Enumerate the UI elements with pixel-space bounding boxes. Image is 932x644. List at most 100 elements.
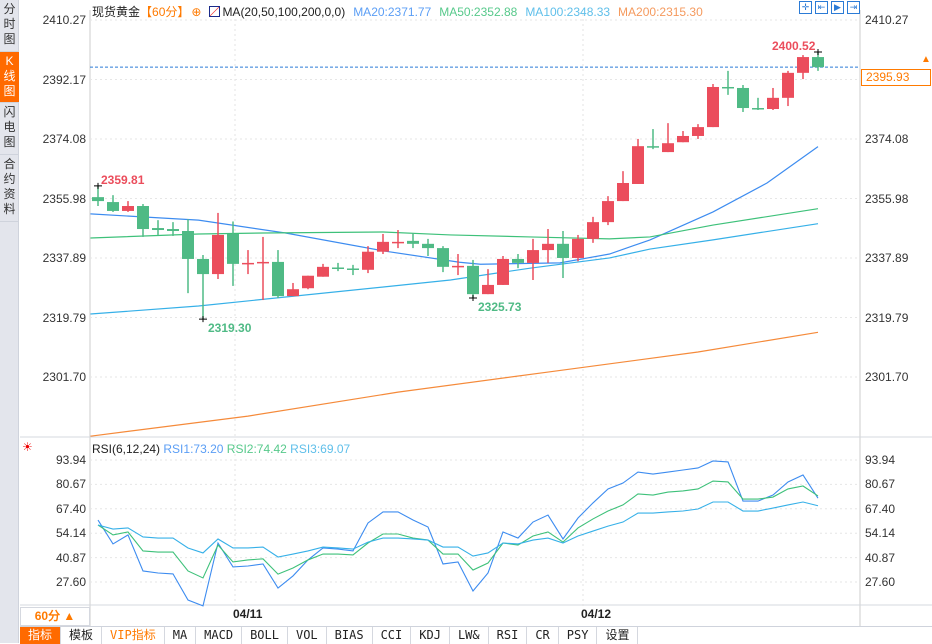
rsi-axis-label: 93.94: [865, 453, 896, 467]
candle-body: [212, 234, 224, 275]
candle-body: [197, 258, 209, 275]
candle-body: [422, 243, 434, 249]
candle-body: [767, 97, 779, 110]
ma20-line: [90, 146, 819, 265]
zoom-range-icon[interactable]: ⇤: [815, 1, 828, 14]
candle-body: [497, 258, 509, 285]
candle-body: [227, 233, 239, 264]
tab-cr[interactable]: CR: [527, 627, 559, 644]
ma-title[interactable]: MA(20,50,100,200,0,0): [222, 5, 346, 19]
extreme-marker: [199, 316, 207, 323]
candle-body: [467, 265, 479, 295]
sidebar-tab-kline[interactable]: K线图: [0, 52, 19, 103]
candle-body: [107, 202, 119, 211]
rsi-axis-label: 27.60: [55, 575, 86, 589]
rsi-axis-label: 54.14: [865, 526, 896, 541]
tab-bias[interactable]: BIAS: [327, 627, 373, 644]
scroll-up-icon[interactable]: ▲: [921, 54, 931, 65]
candle-body: [287, 289, 299, 297]
tab-rsi[interactable]: RSI: [489, 627, 528, 644]
rsi-axis-label: 67.40: [865, 501, 896, 516]
candle-body: [602, 201, 614, 223]
crosshair-icon[interactable]: ✛: [799, 1, 812, 14]
candle-body: [557, 243, 569, 258]
tab-kdj[interactable]: KDJ: [411, 627, 450, 644]
candle-body: [617, 182, 629, 202]
candle-body: [92, 197, 104, 202]
chart-header: 现货黄金【60分】 ⊕ MA(20,50,100,200,0,0) MA20:2371…: [92, 3, 711, 20]
tab-lwr[interactable]: LW&: [450, 627, 489, 644]
candle-body: [272, 261, 284, 297]
price-axis-label: 2319.79: [42, 310, 86, 325]
candle-body: [407, 240, 419, 244]
rsi-axis-label: 80.67: [865, 477, 896, 492]
rsi2-value: RSI2:74.42: [226, 442, 287, 456]
rsi-title[interactable]: RSI(6,12,24): [92, 442, 161, 456]
tab-vip-indicators[interactable]: VIP指标: [102, 627, 165, 644]
candle-body: [137, 206, 149, 230]
sidebar-tab-flash[interactable]: 闪电图: [0, 103, 19, 155]
price-axis-label: 2301.70: [865, 370, 909, 384]
tab-boll[interactable]: BOLL: [242, 627, 288, 644]
candle-body: [752, 108, 764, 110]
ma200-value: MA200:2315.30: [618, 5, 703, 19]
tab-vol[interactable]: VOL: [288, 627, 327, 644]
period-selector[interactable]: 60分 ▲: [20, 607, 90, 626]
tab-psy[interactable]: PSY: [559, 627, 598, 644]
tab-cci[interactable]: CCI: [373, 627, 412, 644]
candle-body: [347, 268, 359, 270]
candle-body: [587, 222, 599, 239]
rsi-axis-label: 67.40: [55, 501, 86, 516]
tab-indicators[interactable]: 指标: [20, 627, 62, 644]
rsi-axis-label: 54.14: [55, 526, 86, 541]
x-axis-label: 04/12: [581, 607, 612, 621]
x-axis-label: 04/11: [233, 607, 263, 621]
rsi1-value: RSI1:73.20: [163, 442, 224, 456]
candle-body: [182, 231, 194, 259]
candle-body: [647, 146, 659, 148]
go-latest-icon[interactable]: ⇥: [847, 1, 860, 14]
extreme-marker: [469, 294, 477, 301]
add-indicator-icon[interactable]: ⊕: [191, 5, 202, 19]
candle-body: [512, 258, 524, 263]
play-icon[interactable]: ▶: [831, 1, 844, 14]
rsi-axis-label: 40.87: [55, 550, 86, 565]
low-annotation: 2325.73: [478, 300, 522, 314]
sidebar-tab-contract-info[interactable]: 合约资料: [0, 155, 19, 222]
rsi2-line: [97, 480, 819, 579]
indicator-settings-icon[interactable]: ☀: [22, 440, 33, 454]
ma200-line: [90, 331, 819, 437]
rsi3-line: [97, 501, 819, 558]
price-axis-label: 2374.08: [42, 132, 86, 146]
candle-body: [722, 86, 734, 89]
price-axis-label: 2355.98: [42, 191, 86, 206]
candle-body: [797, 57, 809, 73]
candle-body: [692, 127, 704, 136]
ma20-value: MA20:2371.77: [353, 5, 432, 19]
rsi-axis-label: 93.94: [55, 453, 86, 467]
rsi-axis-label: 40.87: [865, 550, 896, 565]
ma-chart-icon[interactable]: [209, 6, 221, 17]
tab-ma[interactable]: MA: [165, 627, 197, 644]
candle-body: [482, 284, 494, 295]
price-axis-label: 2319.79: [865, 310, 909, 325]
sidebar: 分时图 K线图 闪电图 合约资料: [0, 0, 19, 643]
candle-body: [527, 250, 539, 263]
tab-macd[interactable]: MACD: [196, 627, 243, 644]
period-label[interactable]: 【60分】: [140, 5, 190, 19]
candle-body: [437, 248, 449, 267]
ma100-line: [90, 223, 819, 315]
current-price-label: 2395.93: [861, 69, 931, 86]
high-annotation: 2359.81: [101, 173, 145, 187]
candle-body: [122, 206, 134, 211]
price-axis-label: 2337.89: [42, 251, 86, 265]
rsi-axis-label: 80.67: [55, 477, 86, 492]
price-axis-label: 2392.17: [42, 72, 86, 87]
candle-body: [632, 146, 644, 184]
sidebar-tab-timeshare[interactable]: 分时图: [0, 0, 19, 52]
candle-body: [167, 229, 179, 232]
tab-templates[interactable]: 模板: [61, 627, 103, 644]
tab-settings[interactable]: 设置: [597, 627, 639, 644]
candle-body: [332, 267, 344, 270]
